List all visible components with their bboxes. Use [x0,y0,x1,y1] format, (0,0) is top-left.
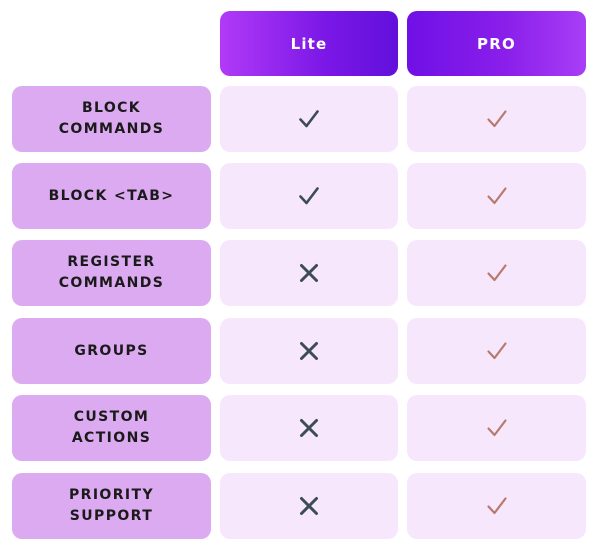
table-row: CUSTOM ACTIONS [0,395,601,461]
pro-value-cell [407,318,586,384]
header-pro-label: PRO [477,34,516,53]
table-row: GROUPS [0,318,601,384]
pro-value-cell [407,473,586,539]
pro-value-cell [407,86,586,152]
feature-label: GROUPS [74,342,149,359]
table-row: PRIORITY SUPPORT [0,473,601,539]
check-icon [486,108,508,130]
check-icon [486,340,508,362]
pro-value-cell [407,240,586,306]
lite-value-cell [220,473,398,539]
lite-value-cell [220,395,398,461]
check-icon [486,417,508,439]
pro-value-cell [407,163,586,229]
check-icon [486,262,508,284]
header-lite: Lite [220,11,398,76]
feature-label: REGISTER COMMANDS [58,254,165,291]
feature-cell: BLOCK <TAB> [12,163,211,229]
cross-icon [298,495,320,517]
feature-cell: GROUPS [12,318,211,384]
pro-value-cell [407,395,586,461]
cross-icon [298,417,320,439]
check-icon [298,108,320,130]
feature-cell: REGISTER COMMANDS [12,240,211,306]
feature-label: BLOCK COMMANDS [58,100,165,137]
lite-value-cell [220,318,398,384]
check-icon [298,185,320,207]
lite-value-cell [220,86,398,152]
feature-cell: PRIORITY SUPPORT [12,473,211,539]
feature-label: BLOCK <TAB> [48,187,175,204]
lite-value-cell [220,163,398,229]
feature-label: CUSTOM ACTIONS [71,409,152,446]
table-row: REGISTER COMMANDS [0,240,601,306]
header-lite-label: Lite [290,34,328,53]
table-row: BLOCK <TAB> [0,163,601,229]
check-icon [486,185,508,207]
feature-label: PRIORITY SUPPORT [68,487,155,524]
lite-value-cell [220,240,398,306]
feature-cell: BLOCK COMMANDS [12,86,211,152]
table-row: BLOCK COMMANDS [0,86,601,152]
check-icon [486,495,508,517]
header-pro: PRO [407,11,586,76]
cross-icon [298,340,320,362]
cross-icon [298,262,320,284]
feature-cell: CUSTOM ACTIONS [12,395,211,461]
